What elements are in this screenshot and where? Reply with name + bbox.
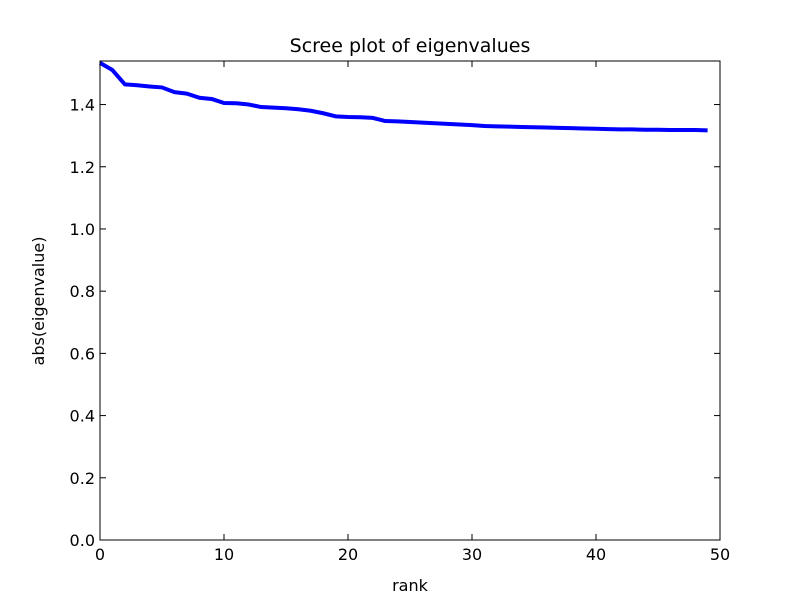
- x-tick-label: 40: [586, 545, 606, 564]
- plot-area-frame: [99, 60, 721, 541]
- y-tick-label: 0.2: [70, 469, 95, 488]
- y-tick-label: 1.4: [70, 96, 95, 115]
- y-tick-label: 1.2: [70, 158, 95, 177]
- y-tick-label: 0.4: [70, 407, 95, 426]
- x-tick-label: 0: [95, 545, 105, 564]
- tick-labels-layer: 0 10 20 30 40 50 0.0 0.2 0.4 0.6 0.8 1.0 1.2 1.4: [70, 96, 731, 564]
- x-tick-label: 20: [338, 545, 358, 564]
- y-tick-label: 0.8: [70, 282, 95, 301]
- eigenvalue-series-line: [99, 61, 708, 133]
- x-axis-title: rank: [392, 576, 429, 595]
- y-tick-label: 0.6: [70, 344, 95, 363]
- x-tick-label: 30: [462, 545, 482, 564]
- series-layer: [99, 61, 708, 133]
- y-tick-label: 1.0: [70, 220, 95, 239]
- y-axis-title: abs(eigenvalue): [29, 237, 48, 366]
- x-tick-label: 50: [710, 545, 730, 564]
- chart-title: Scree plot of eigenvalues: [290, 35, 531, 57]
- y-tick-label: 0.0: [70, 531, 95, 550]
- x-tick-label: 10: [214, 545, 234, 564]
- ticks-layer: [99, 61, 721, 541]
